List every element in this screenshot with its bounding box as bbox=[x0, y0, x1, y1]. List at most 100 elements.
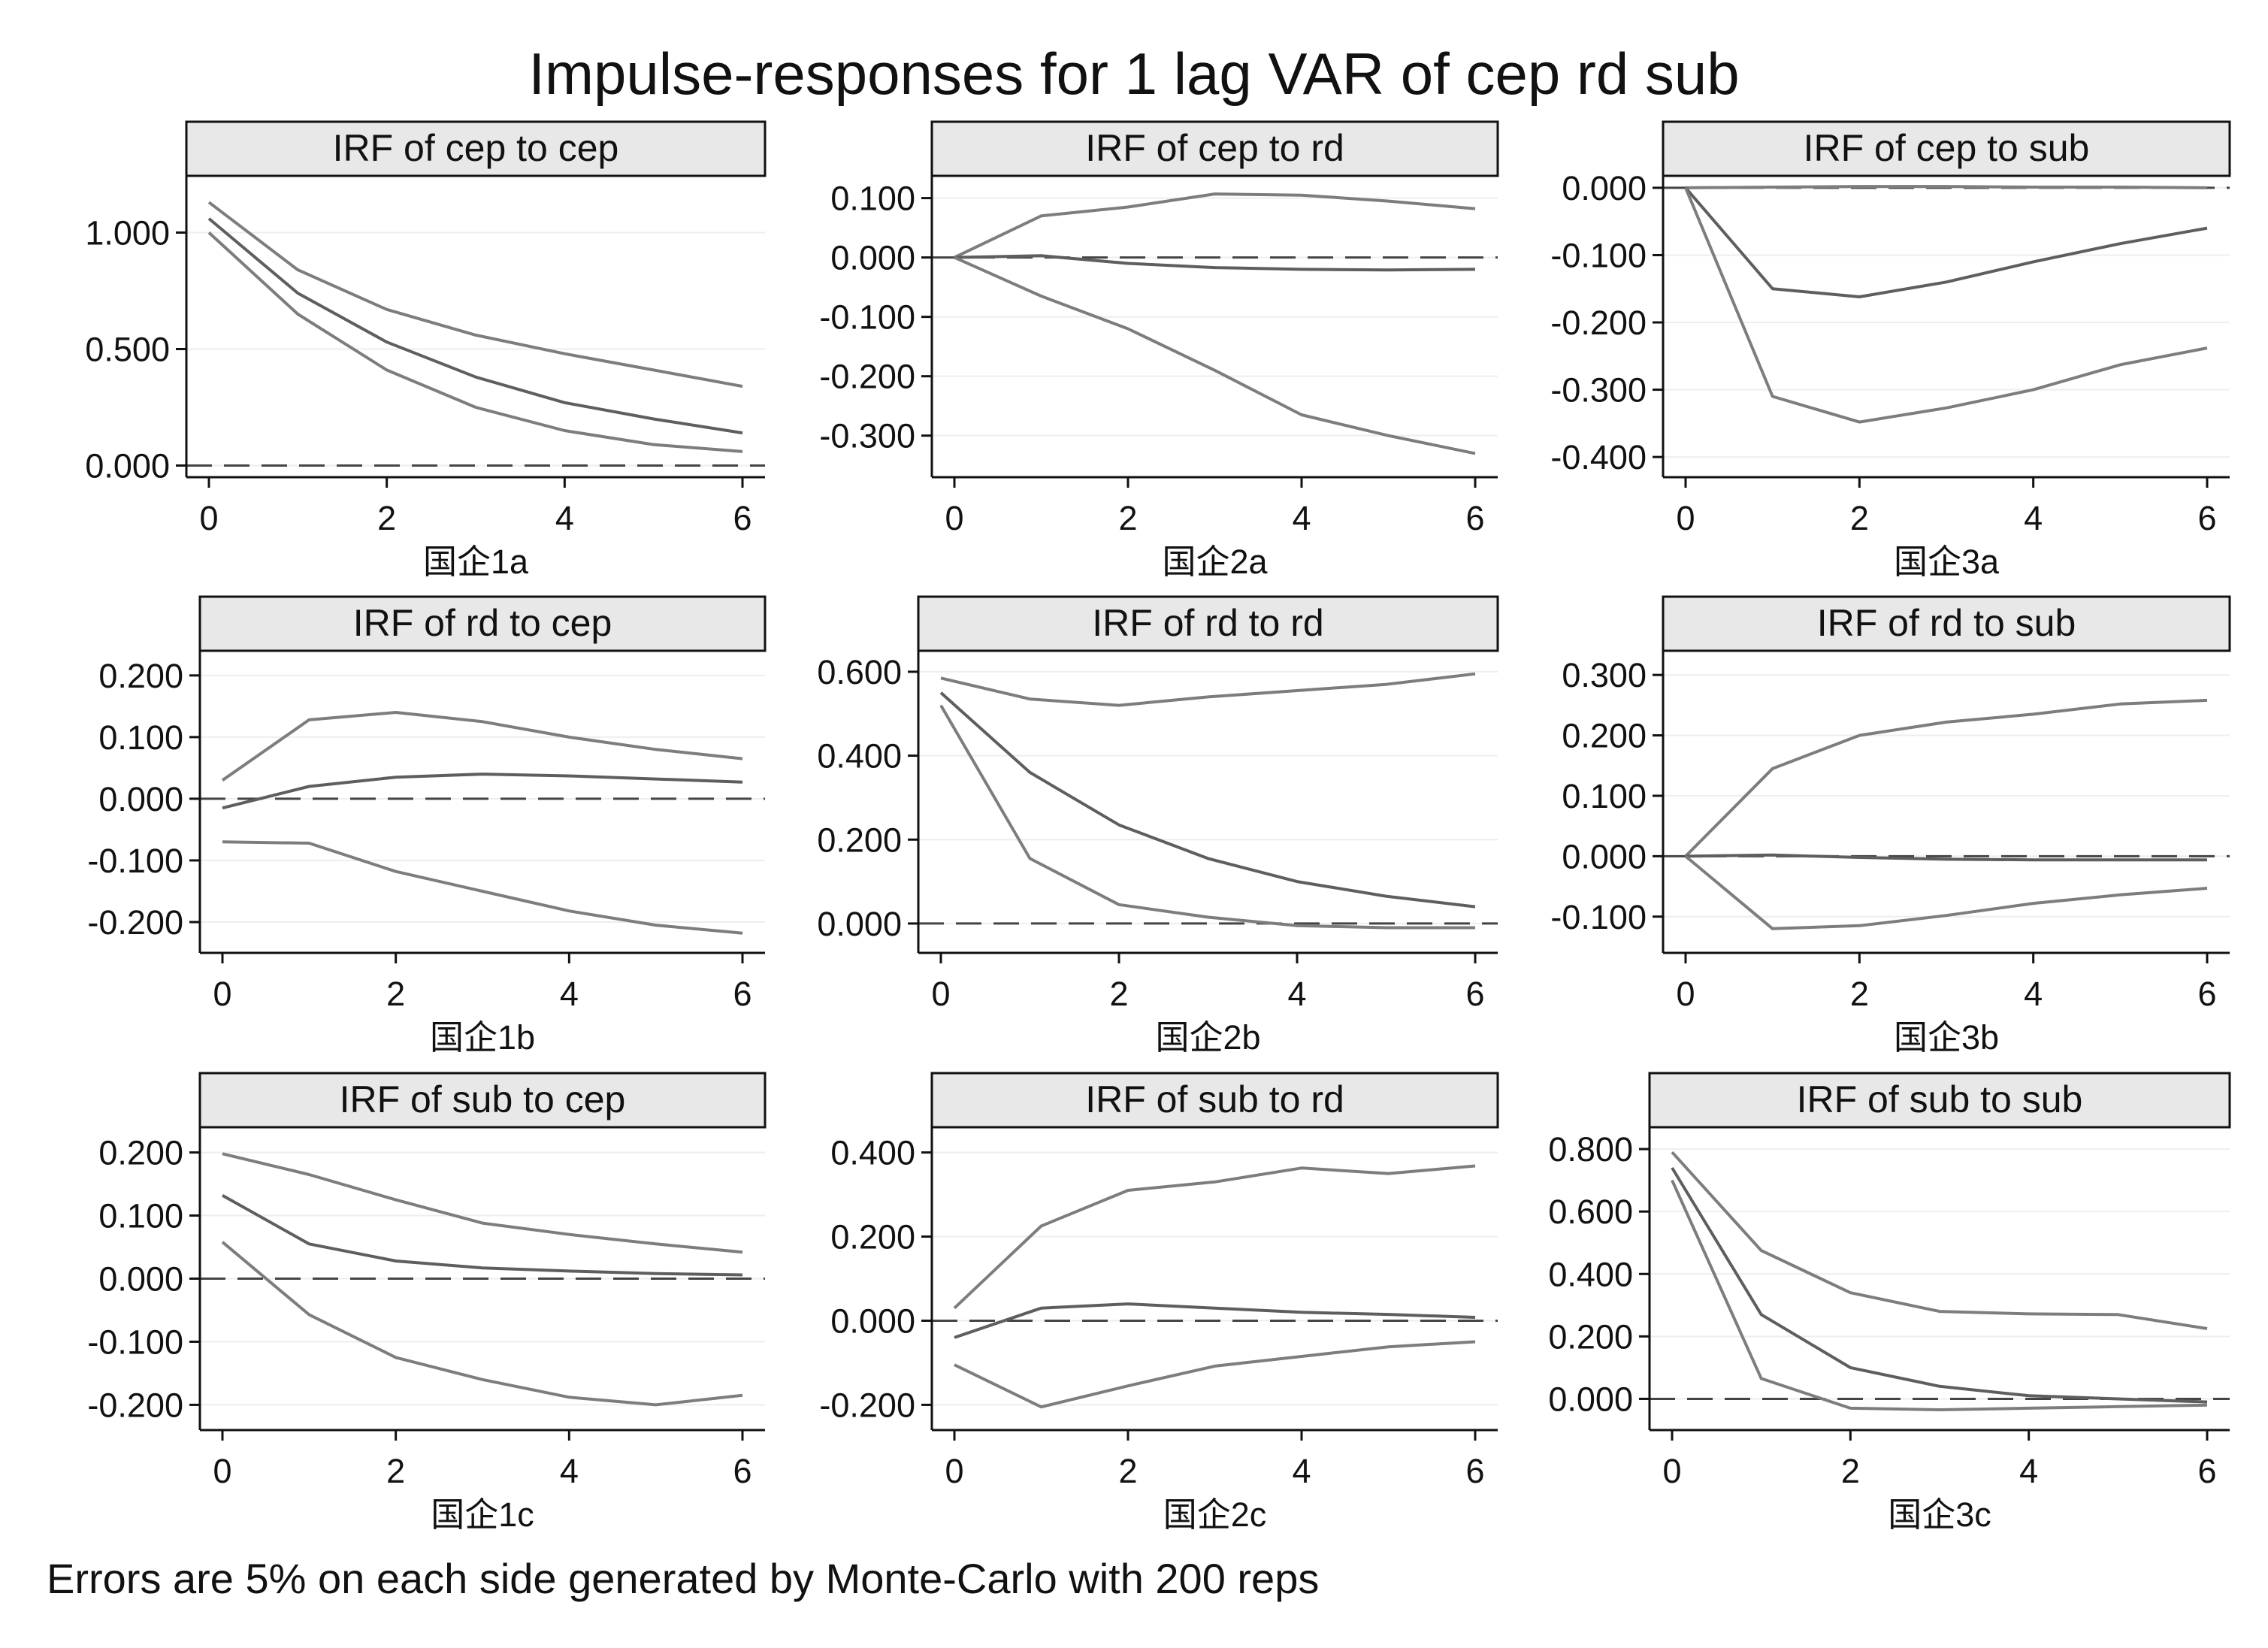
y-tick-label: -0.300 bbox=[819, 417, 915, 455]
panel-strip bbox=[917, 595, 1499, 652]
x-tick-label: 6 bbox=[1465, 975, 1484, 1013]
panel-title: IRF of rd to cep bbox=[353, 602, 612, 644]
panel-title: IRF of sub to cep bbox=[340, 1078, 626, 1120]
y-tick-label: 0.200 bbox=[1548, 1317, 1633, 1356]
series-line-lower bbox=[939, 704, 1475, 930]
y-tick-label: -0.100 bbox=[819, 298, 915, 337]
series-line-irf bbox=[954, 254, 1476, 272]
x-axis-title: 国企3a bbox=[1894, 543, 2000, 581]
x-tick-label: 4 bbox=[2024, 975, 2043, 1013]
panel-3: IRF of cep to sub -0.400 -0.300 -0.200 -0.10… bbox=[1550, 120, 2231, 581]
x-axis-title: 国企2b bbox=[1155, 1018, 1260, 1057]
x-tick-label: 2 bbox=[1850, 499, 1869, 537]
series-line-upper bbox=[1684, 698, 2208, 857]
series-line-upper bbox=[953, 1164, 1476, 1310]
series-line-irf bbox=[1685, 853, 2207, 862]
chart-title: Impulse-responses for 1 lag VAR of cep r… bbox=[528, 41, 1739, 107]
x-axis-title: 国企1c bbox=[431, 1495, 534, 1534]
series-line-irf bbox=[222, 773, 743, 810]
panel-strip bbox=[185, 120, 767, 177]
series-line-irf bbox=[222, 1193, 743, 1277]
x-tick-label: 0 bbox=[1662, 1452, 1681, 1490]
x-tick-label: 2 bbox=[377, 499, 396, 537]
series-line-upper bbox=[207, 201, 743, 389]
panel-strip bbox=[198, 1072, 767, 1129]
x-tick-label: 4 bbox=[1292, 499, 1311, 537]
x-tick-label: 6 bbox=[1465, 499, 1484, 537]
x-tick-label: 0 bbox=[199, 499, 218, 537]
x-tick-label: 4 bbox=[1287, 975, 1306, 1013]
x-tick-label: 6 bbox=[1465, 1452, 1484, 1490]
panel-strip bbox=[1648, 1072, 2231, 1129]
series-line-upper bbox=[221, 711, 743, 782]
y-tick-label: 0.100 bbox=[830, 180, 915, 218]
y-tick-label: -0.200 bbox=[87, 1386, 183, 1424]
series-line-upper bbox=[1685, 185, 2208, 189]
x-tick-label: 6 bbox=[2197, 499, 2216, 537]
x-tick-label: 6 bbox=[2197, 975, 2216, 1013]
y-tick-label: 0.200 bbox=[830, 1218, 915, 1256]
panel-strip bbox=[930, 120, 1499, 177]
y-tick-label: 0.000 bbox=[1562, 837, 1647, 875]
panel-strip bbox=[1662, 120, 2231, 177]
series-line-irf bbox=[207, 217, 743, 435]
x-tick-label: 6 bbox=[2197, 1452, 2216, 1490]
series-line-lower bbox=[1671, 1179, 2208, 1411]
x-tick-label: 0 bbox=[1676, 975, 1695, 1013]
chart-footnote: Errors are 5% on each side generated by … bbox=[47, 1555, 1319, 1602]
x-tick-label: 0 bbox=[945, 499, 963, 537]
y-tick-label: -0.100 bbox=[87, 1323, 183, 1361]
x-axis-title: 国企1a bbox=[423, 543, 529, 581]
panel-title: IRF of cep to cep bbox=[333, 127, 619, 169]
y-tick-label: 0.400 bbox=[830, 1134, 915, 1172]
y-tick-label: 0.600 bbox=[817, 653, 902, 691]
series-line-lower bbox=[954, 256, 1476, 455]
y-tick-label: 0.100 bbox=[1562, 777, 1647, 815]
series-line-lower bbox=[1684, 187, 2208, 424]
y-tick-label: 0.600 bbox=[1548, 1193, 1633, 1231]
y-tick-label: 0.800 bbox=[1548, 1130, 1633, 1169]
panel-6: IRF of rd to sub -0.100 0.000 0.100 0.200 0.3… bbox=[1550, 595, 2231, 1057]
y-tick-label: -0.100 bbox=[1550, 236, 1647, 274]
x-tick-label: 2 bbox=[1850, 975, 1869, 1013]
series-line-irf bbox=[1684, 186, 2208, 298]
y-tick-label: 0.300 bbox=[1562, 656, 1647, 694]
x-tick-label: 4 bbox=[2019, 1452, 2038, 1490]
y-tick-label: -0.200 bbox=[87, 903, 183, 942]
y-tick-label: 0.000 bbox=[1548, 1380, 1633, 1418]
x-tick-label: 4 bbox=[1292, 1452, 1311, 1490]
y-tick-label: 0.200 bbox=[1562, 717, 1647, 755]
x-axis-title: 国企3c bbox=[1888, 1495, 1991, 1534]
series-line-upper bbox=[222, 1152, 743, 1254]
x-tick-label: 4 bbox=[555, 499, 574, 537]
series-line-lower bbox=[222, 840, 743, 935]
panel-7: IRF of sub to cep -0.200 -0.100 0.000 0.100 0… bbox=[87, 1072, 767, 1534]
y-tick-label: 0.100 bbox=[98, 1197, 183, 1235]
series-line-upper bbox=[940, 672, 1476, 707]
panel-4: IRF of rd to cep -0.200 -0.100 0.000 0.100 0.… bbox=[87, 595, 767, 1057]
x-tick-label: 2 bbox=[386, 1452, 405, 1490]
panel-title: IRF of sub to sub bbox=[1797, 1078, 2083, 1120]
y-tick-label: 0.000 bbox=[98, 1260, 183, 1299]
panel-title: IRF of cep to rd bbox=[1085, 127, 1344, 169]
y-tick-label: 0.000 bbox=[830, 239, 915, 277]
y-tick-label: 0.400 bbox=[817, 737, 902, 776]
series-line-irf bbox=[1671, 1166, 2208, 1404]
panel-title: IRF of rd to rd bbox=[1092, 602, 1323, 644]
x-tick-label: 2 bbox=[1118, 499, 1137, 537]
panel-strip bbox=[198, 595, 767, 652]
panel-strip bbox=[930, 1072, 1499, 1129]
panel-strip bbox=[1662, 595, 2231, 652]
series-line-irf bbox=[939, 691, 1476, 909]
y-tick-label: 0.000 bbox=[1562, 169, 1647, 207]
series-line-lower bbox=[221, 1241, 743, 1407]
x-tick-label: 6 bbox=[733, 499, 751, 537]
x-tick-label: 2 bbox=[1841, 1452, 1860, 1490]
y-tick-label: 1.000 bbox=[85, 214, 170, 252]
y-tick-label: -0.300 bbox=[1550, 371, 1647, 410]
panel-2: IRF of cep to rd -0.300 -0.200 -0.100 0.000 0… bbox=[819, 120, 1499, 581]
series-line-irf bbox=[954, 1302, 1476, 1339]
y-tick-label: -0.200 bbox=[1550, 304, 1647, 342]
y-tick-label: 0.500 bbox=[85, 331, 170, 369]
